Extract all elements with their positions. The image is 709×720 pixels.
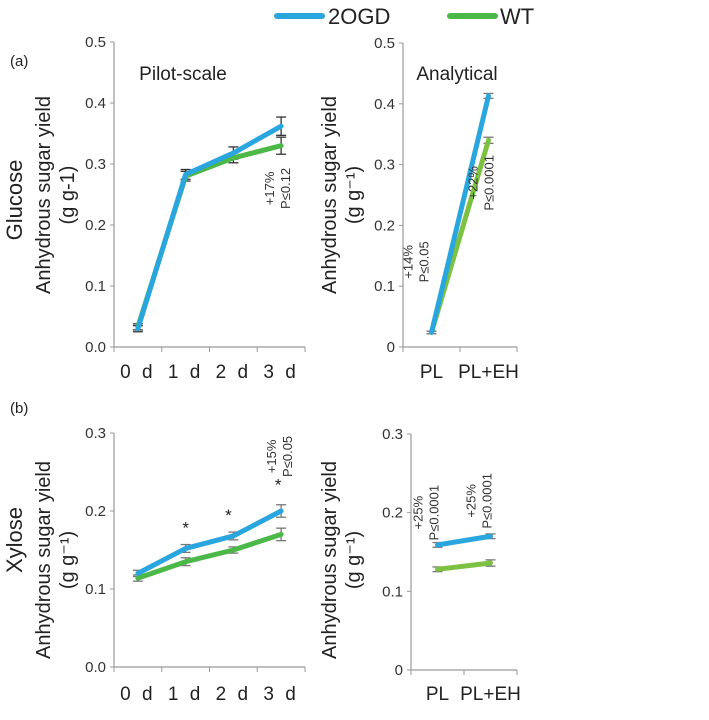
data-point-2ogd: [231, 533, 236, 538]
y-tick-label: 0.3: [85, 425, 106, 442]
data-point-2ogd: [488, 534, 493, 539]
data-point-wt: [231, 155, 236, 160]
y-tick-label: 0.3: [382, 426, 403, 443]
y-tick-label: 0.0: [85, 659, 106, 676]
y-tick-label: 0.5: [85, 34, 106, 51]
data-point-2ogd: [279, 124, 284, 129]
x-tick-label: 0 d: [120, 684, 155, 705]
y-tick-label: 0.5: [374, 35, 395, 52]
significance-star: *: [225, 506, 232, 525]
significance-annotation: +25%: [464, 484, 479, 518]
x-tick-label: PL: [426, 684, 449, 705]
panel-label-b: (b): [10, 400, 28, 417]
series-line-wt: [135, 143, 284, 330]
significance-annotation: +25%: [411, 495, 426, 529]
data-point-wt: [135, 576, 140, 581]
y-tick-label: 0.1: [374, 278, 395, 295]
data-point-wt: [231, 548, 236, 552]
y-axis-label: Anhydrous sugar yield: [319, 96, 341, 294]
y-tick-label: 0.1: [382, 583, 403, 600]
subplot-glucose-pilot: 0.0 0.1 0.2 0.3 0.4 0.5 0 d 1 d 2 d 3 d Anhydrous …: [33, 34, 306, 383]
significance-annotation: P≤0.0001: [482, 155, 497, 211]
significance-annotation: +17%: [262, 171, 277, 205]
subplot-xylose-analytical: 0 0.1 0.2 0.3 PL PL+EH Anhydrous sugar yield (g…: [319, 426, 521, 705]
data-point-2ogd: [183, 172, 188, 177]
x-tick-label: PL+EH: [460, 684, 521, 705]
y-axis-label: Anhydrous sugar yield: [319, 461, 341, 659]
y-tick-label: 0.2: [85, 503, 106, 520]
x-tick-label: 0 d: [120, 362, 155, 383]
y-tick-label: 0.1: [85, 581, 106, 598]
data-point-2ogd: [429, 330, 434, 335]
data-point-wt: [435, 567, 440, 572]
series-line-2ogd: [135, 123, 284, 332]
y-tick-label: 0.1: [85, 278, 106, 295]
x-tick-label: 2 d: [216, 684, 251, 705]
significance-star: *: [275, 476, 282, 495]
y-tick-label: 0.3: [85, 156, 106, 173]
data-point-wt: [183, 559, 188, 564]
data-point-wt: [486, 138, 491, 143]
x-tick-label: 2 d: [216, 362, 251, 383]
legend: 2OGD WT: [274, 4, 534, 29]
significance-annotation: P≤0.0001: [480, 473, 495, 529]
legend-label-2ogd: 2OGD: [328, 4, 390, 29]
significance-annotation: P≤0.05: [280, 436, 295, 477]
y-tick-label: 0.2: [374, 217, 395, 234]
subplot-title: Pilot-scale: [139, 64, 227, 85]
data-point-wt: [279, 532, 284, 537]
y-tick-label: 0.2: [382, 505, 403, 522]
significance-annotation: +15%: [264, 439, 279, 473]
y-tick-label: 0: [387, 339, 395, 356]
data-point-wt: [488, 561, 493, 566]
series-line-2ogd: [435, 533, 493, 548]
subplot-glucose-analytical: 0 0.1 0.2 0.3 0.4 0.5 PL PL+EH Anhydrous sugar y…: [319, 35, 519, 383]
series-line-2ogd: [135, 508, 284, 576]
significance-annotation: +22%: [466, 166, 481, 200]
significance-annotation: P≤0.05: [417, 241, 432, 282]
series-line-wt: [435, 560, 493, 572]
y-tick-label: 0.4: [374, 96, 395, 113]
y-tick-label: 0: [395, 662, 403, 679]
y-tick-label: 0.2: [85, 217, 106, 234]
significance-star: *: [182, 518, 189, 537]
x-tick-label: PL+EH: [458, 362, 519, 383]
row-label-xylose: Xylose: [2, 507, 27, 573]
data-point-2ogd: [435, 542, 440, 547]
y-axis-label: Anhydrous sugar yield: [33, 461, 55, 659]
y-axis-unit: (g g⁻¹): [343, 531, 365, 589]
data-point-2ogd: [279, 509, 284, 513]
y-axis-label: Anhydrous sugar yield: [33, 96, 55, 294]
y-tick-label: 0.3: [374, 157, 395, 174]
y-axis-unit: (g g⁻¹): [57, 531, 79, 589]
y-axis-unit: (g g-1): [57, 166, 79, 225]
data-point-2ogd: [183, 546, 188, 551]
series-line-wt: [135, 531, 284, 581]
row-label-glucose: Glucose: [2, 160, 27, 241]
y-axis-unit: (g g⁻¹): [343, 166, 365, 224]
data-point-2ogd: [231, 151, 236, 156]
data-point-2ogd: [486, 93, 491, 98]
legend-label-wt: WT: [500, 4, 534, 29]
significance-annotation: P≤0.0001: [427, 485, 442, 541]
series-line-2ogd: [429, 93, 491, 335]
x-tick-label: 3 d: [263, 684, 298, 705]
data-point-2ogd: [135, 326, 140, 331]
subplot-title: Analytical: [416, 64, 497, 85]
y-tick-label: 0.4: [85, 95, 106, 112]
data-point-wt: [279, 143, 284, 148]
significance-annotation: P≤0.12: [278, 168, 293, 209]
subplot-xylose-pilot: 0.0 0.1 0.2 0.3 0 d 1 d 2 d 3 d Anhydrous sugar …: [33, 425, 306, 705]
x-tick-label: 1 d: [168, 362, 203, 383]
panel-label-a: (a): [10, 53, 28, 70]
y-tick-label: 0.0: [85, 339, 106, 356]
data-point-2ogd: [135, 571, 140, 576]
x-tick-label: 3 d: [263, 362, 298, 383]
x-tick-label: 1 d: [168, 684, 203, 705]
x-tick-label: PL: [420, 362, 443, 383]
significance-annotation: +14%: [401, 245, 416, 279]
